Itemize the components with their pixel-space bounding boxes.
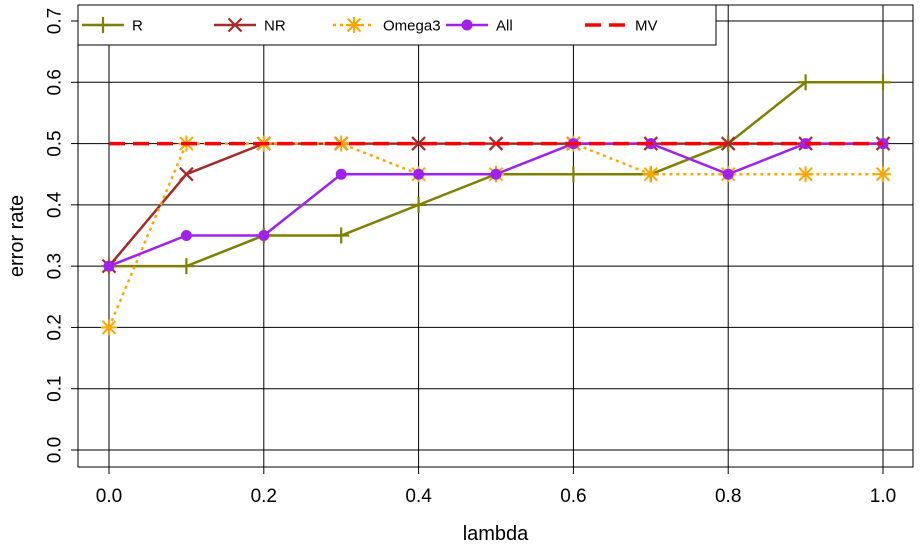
- data-point: [179, 166, 194, 182]
- y-tick-label: 0.0: [45, 437, 66, 463]
- x-tick-label: 1.0: [870, 486, 896, 507]
- legend-item: R: [82, 17, 143, 34]
- x-axis: 0.0 0.2 0.4 0.6 0.8 1.0: [96, 467, 896, 507]
- legend-item: Omega3: [333, 17, 441, 34]
- data-point: [411, 136, 426, 151]
- legend-label: MV: [635, 17, 658, 34]
- x-tick-label: 0.0: [96, 486, 122, 507]
- data-point: [95, 17, 111, 33]
- data-point: [103, 260, 115, 272]
- data-point: [875, 166, 891, 183]
- x-tick-label: 0.4: [405, 486, 432, 507]
- series-layer: [101, 74, 891, 336]
- y-tick-label: 0.3: [45, 253, 66, 279]
- data-point: [642, 166, 659, 183]
- legend-item: All: [446, 17, 513, 34]
- x-tick-label: 0.8: [715, 486, 741, 507]
- y-axis: 0.0 0.1 0.2 0.3 0.4 0.5 0.6 0.7: [45, 8, 78, 463]
- data-point: [461, 19, 473, 31]
- data-point: [875, 74, 891, 91]
- data-point: [335, 168, 347, 180]
- data-point: [565, 166, 582, 183]
- data-point: [227, 17, 243, 33]
- data-point: [258, 230, 270, 241]
- data-point: [410, 196, 427, 213]
- data-point: [180, 230, 192, 241]
- legend-item: NR: [214, 17, 286, 34]
- data-point: [413, 168, 425, 180]
- plot-frame: [77, 4, 914, 468]
- y-tick-label: 0.7: [45, 8, 66, 34]
- legend: R NR Omega3 All MV: [77, 4, 717, 46]
- data-point: [490, 168, 502, 180]
- series-line: [107, 142, 883, 328]
- y-tick-label: 0.2: [45, 314, 66, 340]
- y-tick-label: 0.5: [45, 130, 66, 156]
- y-tick-label: 0.1: [45, 376, 66, 402]
- y-tick-label: 0.4: [45, 191, 66, 218]
- data-point: [797, 74, 814, 91]
- data-point: [722, 168, 734, 180]
- y-tick-label: 0.6: [45, 69, 66, 95]
- data-point: [346, 17, 362, 33]
- data-point: [178, 258, 195, 275]
- data-point: [101, 319, 117, 336]
- data-point: [720, 136, 736, 151]
- data-point: [333, 227, 350, 244]
- legend-label: R: [132, 17, 143, 34]
- x-axis-title: lambda: [463, 523, 529, 545]
- legend-label: Omega3: [383, 17, 441, 34]
- legend-item: MV: [585, 17, 658, 34]
- x-tick-label: 0.6: [560, 486, 586, 507]
- y-axis-title: error rate: [6, 195, 28, 277]
- data-point: [797, 166, 814, 183]
- legend-label: All: [496, 17, 513, 34]
- legend-label: NR: [264, 17, 286, 34]
- x-tick-label: 0.2: [251, 486, 277, 507]
